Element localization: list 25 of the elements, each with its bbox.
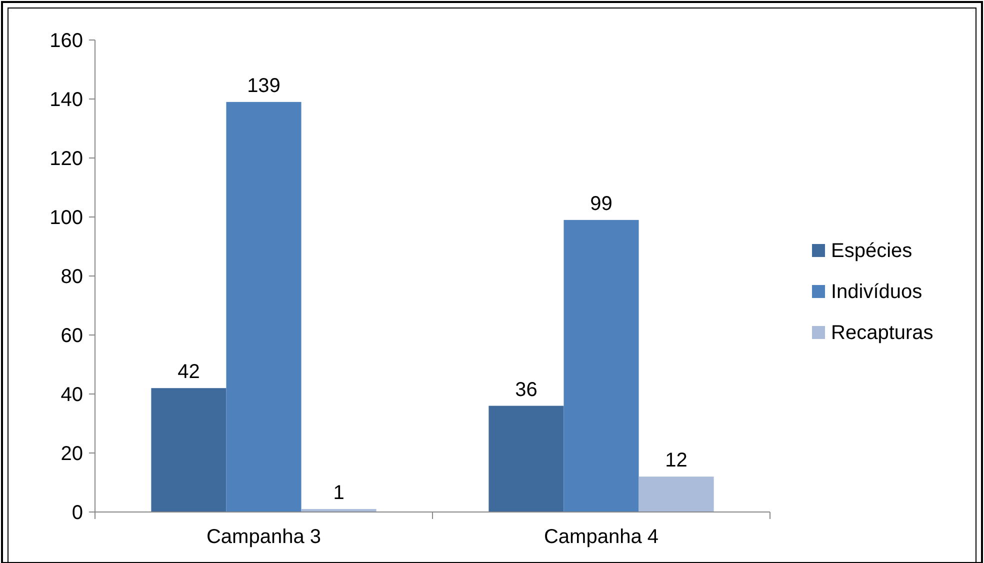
y-tick-label: 120 (50, 148, 83, 170)
bar (638, 476, 714, 512)
y-tick-label: 60 (60, 325, 83, 347)
bar (226, 102, 302, 512)
x-tick-label: Campanha 3 (206, 526, 322, 548)
data-label: 139 (247, 74, 280, 97)
y-tick-label: 20 (60, 443, 83, 465)
bar (151, 388, 226, 512)
legend-label: Recapturas (831, 322, 934, 344)
y-tick-label: 40 (60, 384, 83, 406)
y-tick-label: 100 (50, 207, 83, 229)
data-label: 12 (665, 450, 688, 472)
data-label: 42 (178, 361, 200, 384)
legend-label: Indivíduos (831, 281, 922, 303)
x-tick-label: Campanha 4 (544, 526, 659, 548)
data-label: 36 (515, 378, 538, 401)
bar (488, 406, 564, 512)
y-tick-label: 160 (50, 30, 83, 52)
legend-label: Espécies (831, 240, 912, 262)
data-label: 99 (590, 192, 612, 215)
data-label: 1 (333, 482, 344, 504)
y-tick-label: 80 (60, 266, 83, 288)
y-tick-label: 0 (72, 502, 83, 524)
bar (564, 220, 639, 512)
y-tick-label: 140 (50, 89, 83, 111)
